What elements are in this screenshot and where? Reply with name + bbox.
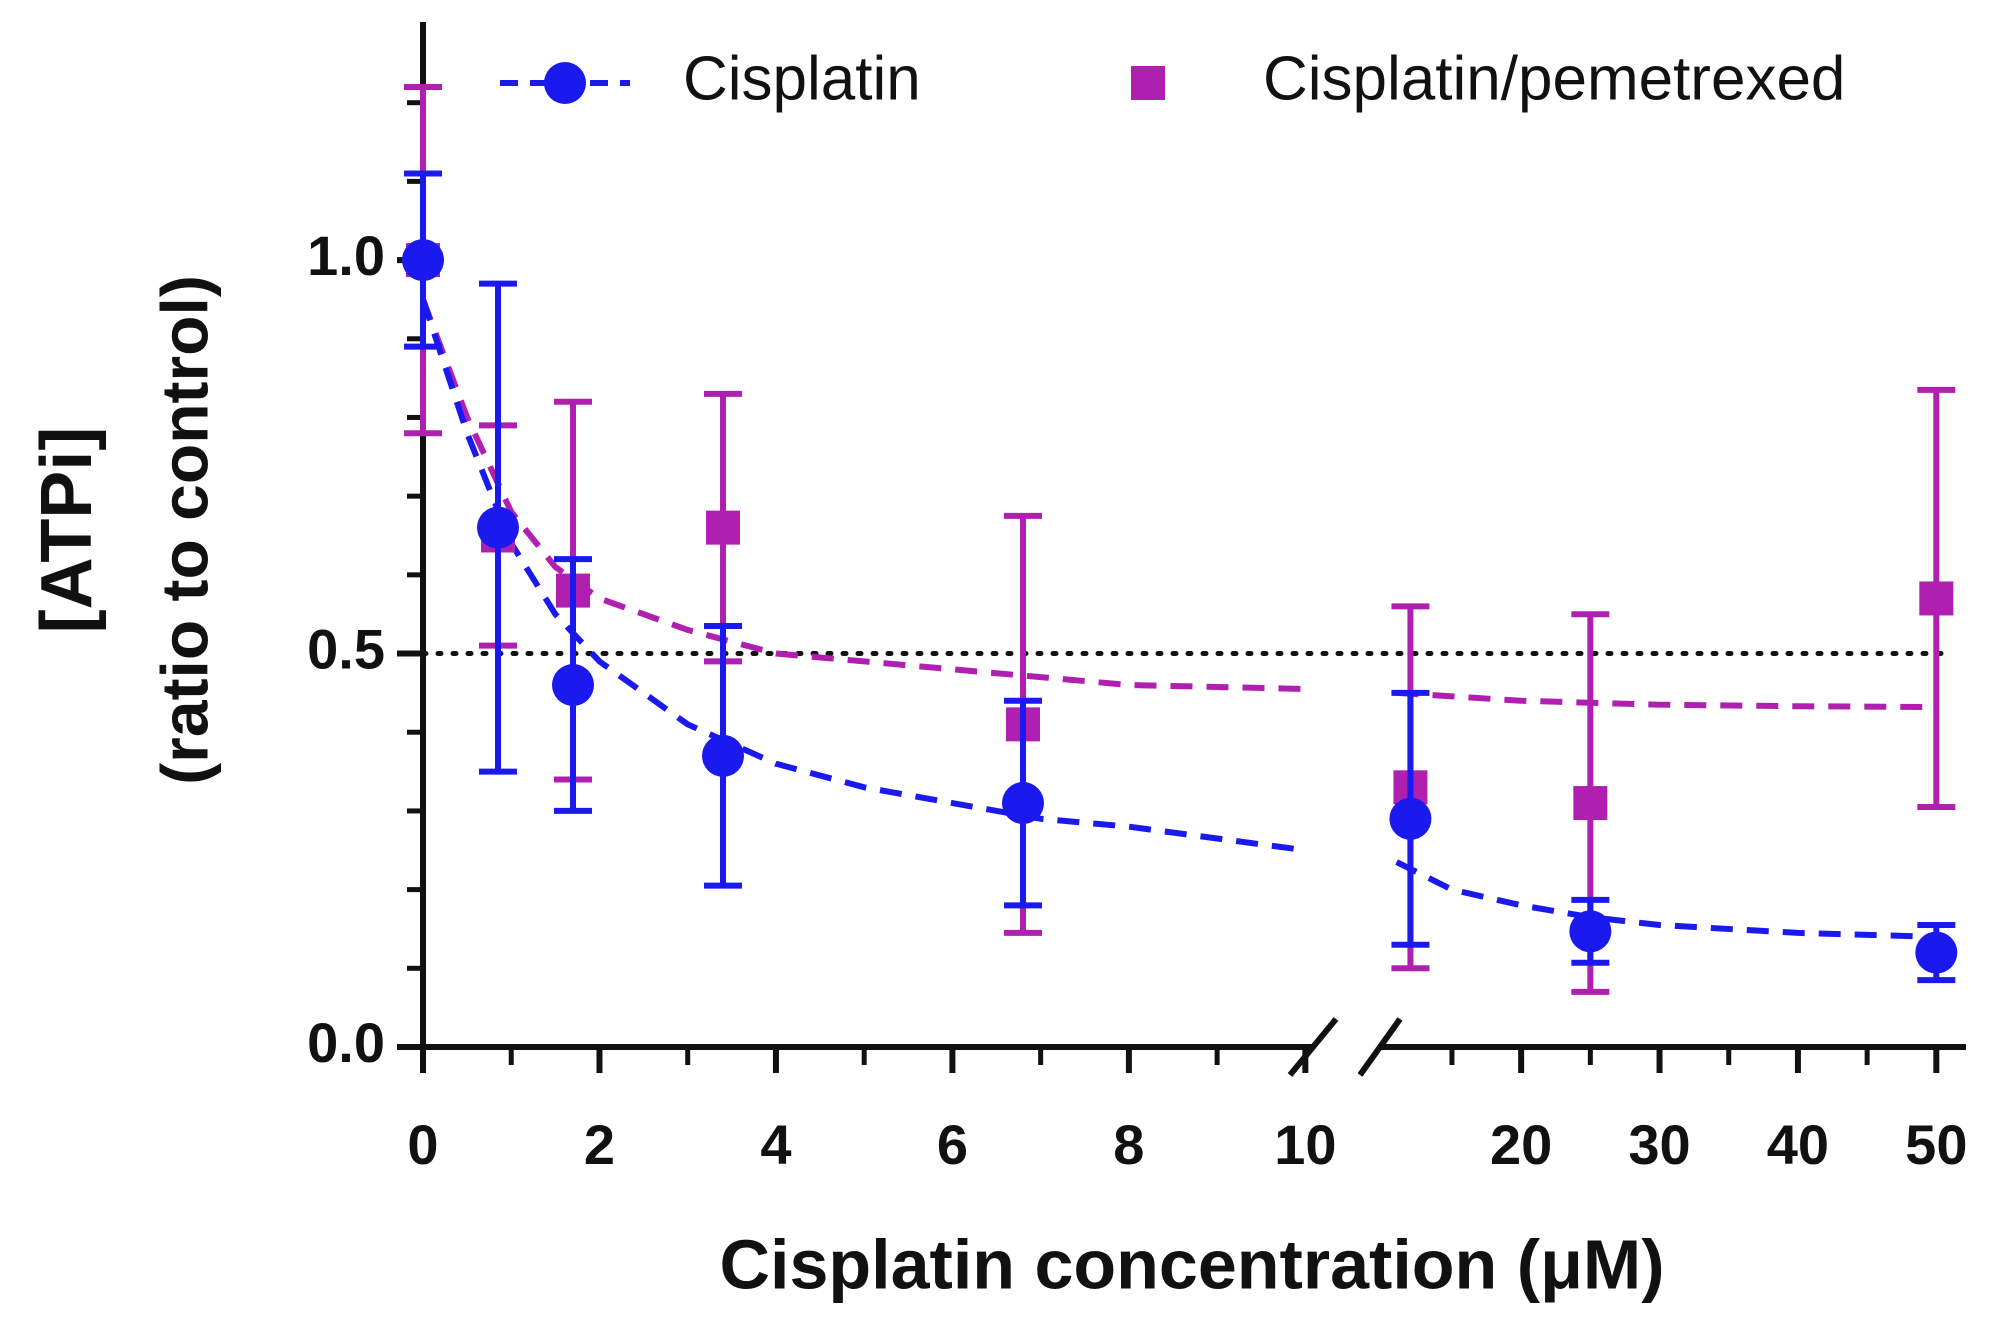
data-point <box>552 664 594 707</box>
x-tick-label: 2 <box>584 1113 615 1176</box>
y-axis-subtitle: (ratio to control) <box>147 275 221 785</box>
legend-marker <box>1131 66 1165 100</box>
fit-curve <box>420 298 1937 711</box>
data-point <box>706 510 740 545</box>
data-point <box>477 506 519 549</box>
y-tick-label: 1.0 <box>307 224 385 287</box>
data-point <box>1389 797 1432 840</box>
axis-break <box>1357 1017 1403 1077</box>
y-tick-label: 0.0 <box>307 1011 385 1074</box>
x-tick-label: 50 <box>1905 1113 1967 1176</box>
x-tick-label: 8 <box>1113 1113 1144 1176</box>
data-point <box>402 239 444 282</box>
x-tick-label: 30 <box>1628 1113 1690 1176</box>
legend-label: Cisplatin/pemetrexed <box>1263 44 1845 113</box>
data-point <box>1569 910 1612 953</box>
y-axis-title: [ATPi] <box>27 427 107 634</box>
x-tick-label: 40 <box>1767 1113 1829 1176</box>
axis-break <box>1287 1017 1339 1077</box>
data-point <box>1002 782 1044 825</box>
y-tick-label: 0.5 <box>307 617 385 680</box>
data-point <box>702 734 744 777</box>
x-tick-label: 0 <box>407 1113 438 1176</box>
data-point <box>1915 931 1958 974</box>
x-tick-label: 10 <box>1274 1113 1336 1176</box>
x-tick-label: 20 <box>1490 1113 1552 1176</box>
axes <box>420 22 1966 1077</box>
data-point <box>1919 581 1954 616</box>
x-tick-label: 6 <box>937 1113 968 1176</box>
x-tick-label: 4 <box>760 1113 791 1176</box>
legend-marker <box>544 62 586 104</box>
legend-label: Cisplatin <box>683 44 921 113</box>
x-axis-title: Cisplatin concentration (μM) <box>719 1225 1664 1303</box>
data-point <box>1573 786 1608 821</box>
